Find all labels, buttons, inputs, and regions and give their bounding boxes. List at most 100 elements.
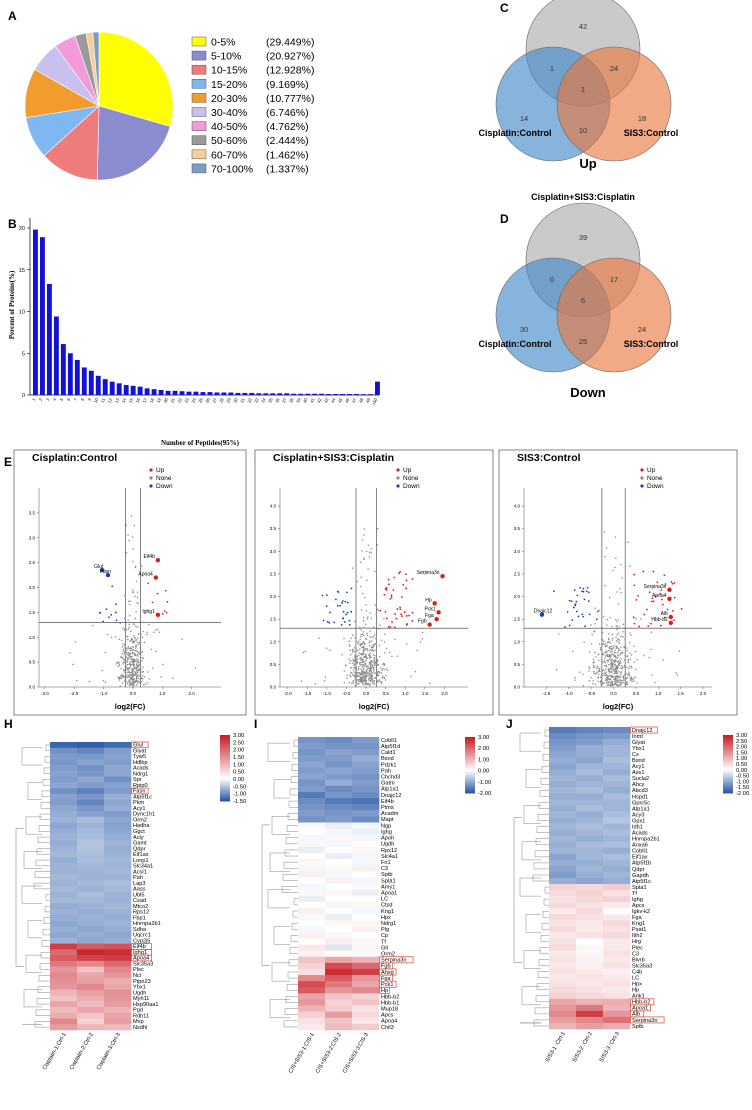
heatmap-cell <box>77 1006 105 1014</box>
color-scale-band <box>723 764 733 766</box>
heatmap-cell <box>576 878 604 885</box>
volcano-point-none <box>602 652 604 655</box>
volcano-point-none <box>614 536 617 538</box>
volcano-point-none <box>367 616 369 618</box>
color-scale-band <box>465 741 475 744</box>
color-scale-tick-label: -1.50 <box>736 785 749 791</box>
heatmap-cell <box>298 987 326 994</box>
x-tick-label: 21 <box>169 397 176 404</box>
dendrogram-branch <box>291 922 298 930</box>
volcano-point-none <box>129 600 132 602</box>
volcano-point-none <box>138 664 140 666</box>
color-scale-band <box>220 781 230 784</box>
legend-percent: (6.746%) <box>266 107 309 119</box>
volcano-highlight-point <box>155 557 161 563</box>
volcano-point-none <box>601 683 603 685</box>
heatmap-cell <box>50 851 78 858</box>
x-tick-label: 45 <box>337 397 344 404</box>
volcano-point-none <box>158 631 161 633</box>
dendrogram-branch <box>21 885 42 904</box>
volcano-point-none <box>384 668 386 671</box>
color-scale-band <box>465 760 475 763</box>
volcano-point-none <box>611 625 613 628</box>
heatmap-cell <box>352 975 380 982</box>
volcano-point-none <box>599 647 602 649</box>
volcano-point-none <box>602 616 605 618</box>
heatmap-cell <box>549 980 577 988</box>
volcano-y-tick-label: 0.0 <box>270 685 277 690</box>
heatmap-row-label: Ighg <box>632 897 643 903</box>
volcano-point-none <box>372 671 374 674</box>
heatmap-cell <box>549 763 577 770</box>
volcano-point-down <box>325 594 328 596</box>
volcano-point-none <box>363 558 365 560</box>
panel-label-b: B <box>8 217 17 231</box>
heatmap-cell <box>50 943 78 950</box>
volcano-point-none <box>365 659 368 661</box>
volcano-point-none <box>590 624 592 626</box>
heatmap-cell <box>325 926 353 933</box>
dendrogram-branch <box>523 950 541 969</box>
heatmap-cell <box>50 966 78 973</box>
heatmap-cell <box>298 816 326 823</box>
heatmap-cell <box>603 727 631 734</box>
volcano-point-none <box>613 651 616 654</box>
heatmap-cell <box>352 755 380 762</box>
heatmap-row-label: Kng1 <box>381 909 394 915</box>
heatmap-cell <box>576 823 604 830</box>
heatmap-row-label: Ighg <box>381 829 392 835</box>
heatmap-row-label: Ndrg1 <box>381 921 396 927</box>
volcano-point-none <box>620 682 622 684</box>
volcano-y-tick-label: 3.5 <box>514 526 521 531</box>
volcano-point-none <box>372 635 375 638</box>
volcano-point-none <box>354 672 357 674</box>
volcano-point-none <box>141 650 144 653</box>
color-scale-band <box>723 785 733 788</box>
volcano-x-tick-label: 2.0 <box>700 691 707 696</box>
volcano-point-none <box>628 641 631 644</box>
volcano-point-none <box>133 680 136 683</box>
volcano-point-none <box>621 667 623 670</box>
volcano-point-none <box>378 628 380 630</box>
volcano-point-none <box>616 672 619 675</box>
heatmap-cell <box>77 788 105 795</box>
volcano-point-label: Serpina3n <box>644 584 667 590</box>
volcano-point-none <box>132 661 134 664</box>
heatmap-cell <box>104 989 132 996</box>
bar <box>375 381 380 395</box>
volcano-point-none <box>142 670 145 673</box>
volcano-point-none <box>127 666 129 669</box>
volcano-point-none <box>380 682 383 684</box>
volcano-point-none <box>349 649 351 651</box>
volcano-point-down <box>581 613 584 616</box>
heatmap-row-label: Pdzk1 <box>381 762 397 768</box>
heatmap-cell <box>77 753 105 760</box>
volcano-point-none <box>352 682 354 684</box>
volcano-point-up <box>673 596 676 599</box>
volcano-point-none <box>318 637 320 639</box>
volcano-point-none <box>130 515 132 517</box>
color-scale: 3.002.001.000.00-1.00-2.00 <box>465 735 491 797</box>
heatmap-cell <box>576 727 604 734</box>
volcano-point-none <box>128 626 130 628</box>
volcano-point-none <box>612 670 614 672</box>
volcano-x-tick-label: -0.5 <box>343 691 351 696</box>
heatmap-column-label: SIS3-3 :Ctrl-3 <box>599 1031 621 1063</box>
heatmap-cell <box>104 926 132 933</box>
heatmap-cell <box>50 955 78 962</box>
volcano-point-none <box>605 665 607 668</box>
bar <box>95 375 101 395</box>
heatmap-cell <box>104 880 132 887</box>
volcano-point-none <box>371 679 374 682</box>
volcano-point-up <box>387 583 390 586</box>
volcano-point-down <box>568 599 571 602</box>
volcano-point-none <box>133 642 135 644</box>
dendrogram-branch <box>293 898 298 906</box>
color-scale: 3.002.502.001.501.000.500.00-0.50-1.00-1… <box>220 733 246 805</box>
volcano-x-tick-label: -1.0 <box>100 691 108 696</box>
volcano-point-none <box>615 639 618 642</box>
heatmap-cell <box>576 811 604 818</box>
volcano-point-down <box>596 610 599 613</box>
volcano-point-none <box>613 672 615 675</box>
volcano-point-none <box>611 683 614 685</box>
